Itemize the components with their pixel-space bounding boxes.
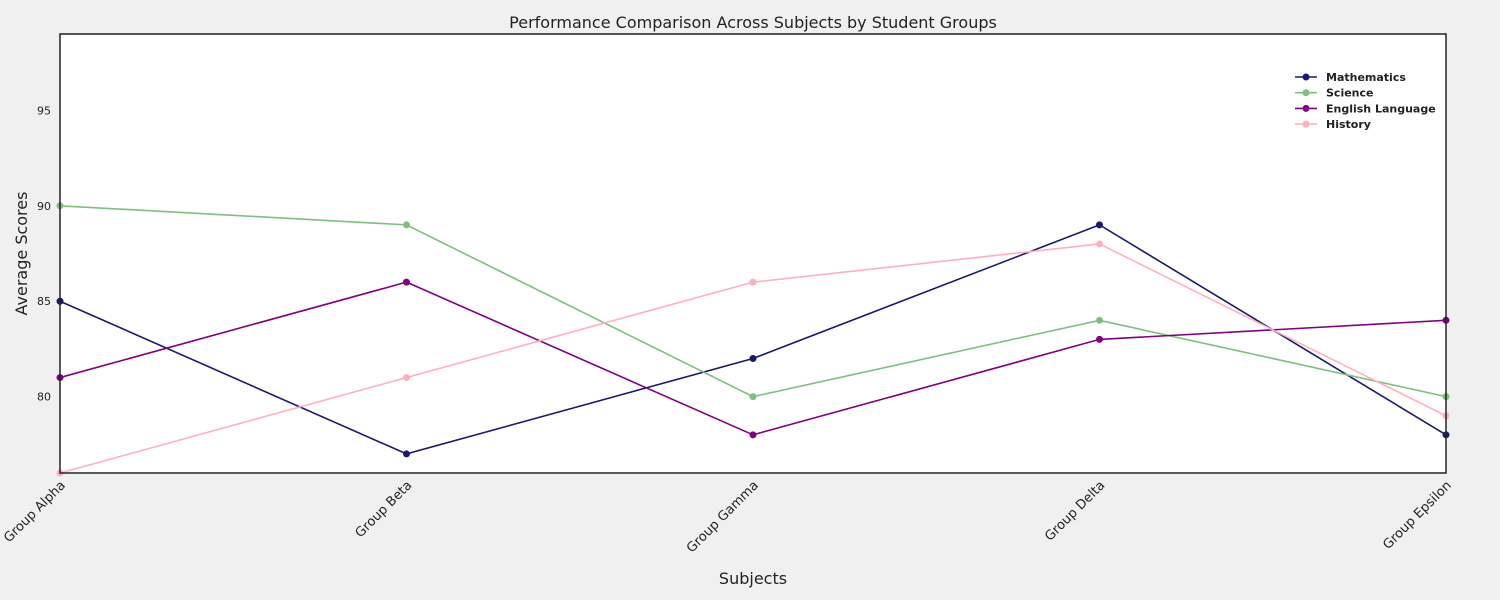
data-point bbox=[749, 278, 757, 286]
legend-item: Mathematics bbox=[1295, 71, 1406, 84]
data-point bbox=[1096, 221, 1103, 229]
legend-marker bbox=[1302, 73, 1310, 81]
data-point bbox=[403, 221, 410, 229]
plot-area bbox=[60, 34, 1446, 473]
chart-title: Performance Comparison Across Subjects b… bbox=[509, 13, 997, 32]
x-tick-label: Group Alpha bbox=[1, 478, 69, 546]
x-axis-ticks: Group Alpha Group Beta Group Gamma Group De… bbox=[1, 478, 1455, 556]
y-tick-label: 90 bbox=[37, 200, 51, 213]
x-tick-label: Group Gamma bbox=[684, 478, 762, 556]
x-tick-label: Group Delta bbox=[1042, 478, 1108, 544]
legend-item: History bbox=[1295, 118, 1371, 131]
legend-label: History bbox=[1326, 118, 1371, 131]
legend-marker bbox=[1302, 120, 1310, 128]
legend-item: English Language bbox=[1295, 102, 1436, 115]
x-tick-label: Group Epsilon bbox=[1380, 478, 1455, 553]
series-group bbox=[56, 202, 1450, 401]
data-point bbox=[403, 450, 410, 458]
legend-marker bbox=[1302, 104, 1310, 112]
series-group bbox=[56, 278, 1450, 439]
legend-marker bbox=[1302, 89, 1310, 97]
data-point bbox=[1096, 335, 1103, 343]
data-point bbox=[1096, 240, 1103, 248]
data-point bbox=[749, 393, 757, 401]
data-point bbox=[1096, 316, 1103, 324]
y-tick-label: 95 bbox=[37, 104, 51, 117]
legend-label: Science bbox=[1326, 87, 1374, 100]
y-axis-ticks: 80 85 90 95 bbox=[37, 104, 51, 403]
data-point bbox=[749, 354, 757, 362]
data-point bbox=[749, 431, 757, 439]
legend: Mathematics Science English Language Histor… bbox=[1295, 71, 1436, 131]
series-group bbox=[56, 240, 1450, 477]
legend-label: English Language bbox=[1326, 102, 1436, 115]
legend-label: Mathematics bbox=[1326, 71, 1406, 84]
data-point bbox=[403, 278, 410, 286]
legend-item: Science bbox=[1295, 87, 1374, 100]
y-axis-label: Average Scores bbox=[12, 192, 31, 316]
y-tick-label: 80 bbox=[37, 391, 51, 404]
series-layer bbox=[56, 202, 1450, 477]
y-tick-label: 85 bbox=[37, 295, 51, 308]
x-tick-label: Group Beta bbox=[353, 478, 416, 541]
data-point bbox=[403, 374, 410, 382]
x-axis-label: Subjects bbox=[719, 569, 787, 588]
plot-frame bbox=[59, 33, 1447, 474]
